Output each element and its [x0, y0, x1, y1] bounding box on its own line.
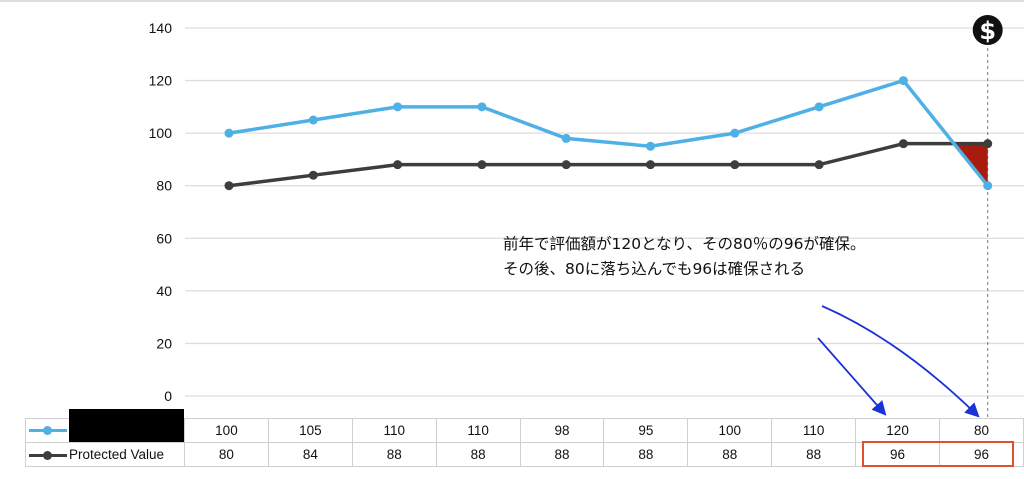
data-table: 100 105 110 110 98 95 100 110 120 80 Protected Val…	[25, 409, 1024, 467]
line-chart: 0 20 40 60 80 100 120 140 $	[0, 0, 1024, 418]
table-cell: 105	[267, 418, 353, 443]
y-tick-label: 140	[149, 20, 173, 36]
table-cell: 88	[687, 442, 773, 467]
data-point	[308, 170, 318, 180]
redacted-label	[69, 409, 184, 442]
series-line-1	[228, 141, 988, 188]
data-point	[393, 160, 403, 170]
table-cell: 100	[687, 418, 773, 443]
table-cell: 100	[184, 418, 269, 443]
table-cell: 95	[603, 418, 689, 443]
highlight-box	[862, 441, 1014, 467]
y-tick-label: 20	[156, 335, 172, 351]
data-point	[393, 102, 403, 112]
data-point	[477, 160, 487, 170]
table-cell: 98	[519, 418, 605, 443]
data-point	[224, 128, 234, 138]
table-row: Protected Value 80 84 88 88 88 88 88 88 96 96	[25, 442, 1024, 467]
data-point	[730, 160, 740, 170]
arrow-to-120	[817, 337, 887, 416]
table-cell: 110	[771, 418, 857, 443]
series-label: Protected Value	[25, 442, 185, 467]
y-tick-label: 120	[149, 73, 173, 89]
data-point	[561, 160, 571, 170]
annotation-line-2: その後、80に落ち込んでも96は確保される	[503, 260, 806, 278]
table-cell: 88	[519, 442, 605, 467]
table-row: 100 105 110 110 98 95 100 110 120 80	[25, 409, 1024, 443]
table-cell: 88	[771, 442, 857, 467]
annotation-line-1: 前年で評価額が120となり、その80％の96が確保。	[503, 235, 866, 253]
y-tick-label: 40	[156, 283, 172, 299]
y-tick-label: 80	[156, 178, 172, 194]
data-point	[477, 102, 487, 112]
series-line-0	[228, 78, 990, 187]
y-tick-label: 0	[164, 388, 172, 404]
table-cell: 88	[603, 442, 689, 467]
data-point	[308, 115, 318, 125]
data-point	[730, 128, 740, 138]
dollar-icon	[972, 15, 1003, 45]
data-point	[814, 102, 824, 112]
table-cell: 84	[267, 442, 353, 467]
arrow-to-80	[821, 305, 980, 418]
data-point	[898, 76, 908, 86]
data-point	[814, 160, 824, 170]
data-point	[983, 139, 993, 149]
table-cell: 96	[855, 442, 941, 467]
series-name: Protected Value	[69, 447, 165, 462]
table-cell: 88	[351, 442, 437, 467]
y-tick-label: 60	[156, 230, 172, 246]
y-tick-label: 100	[149, 125, 173, 141]
data-point	[646, 141, 655, 151]
table-cell: 80	[184, 442, 269, 467]
data-point	[561, 133, 571, 143]
legend-marker	[29, 426, 67, 435]
data-point	[983, 181, 993, 191]
legend-marker	[29, 450, 67, 460]
table-cell: 110	[351, 418, 437, 443]
table-cell: 80	[939, 418, 1024, 443]
table-cell: 88	[435, 442, 521, 467]
table-cell: 120	[855, 418, 941, 443]
series-label	[25, 409, 185, 443]
data-point	[224, 181, 234, 191]
dollar-icon-glyph: $	[979, 17, 996, 45]
data-point	[646, 160, 655, 170]
data-point	[898, 139, 908, 149]
table-cell: 110	[435, 418, 521, 443]
annotation: 前年で評価額が120となり、その80％の96が確保。 その後、80に落ち込んでも…	[503, 232, 865, 282]
